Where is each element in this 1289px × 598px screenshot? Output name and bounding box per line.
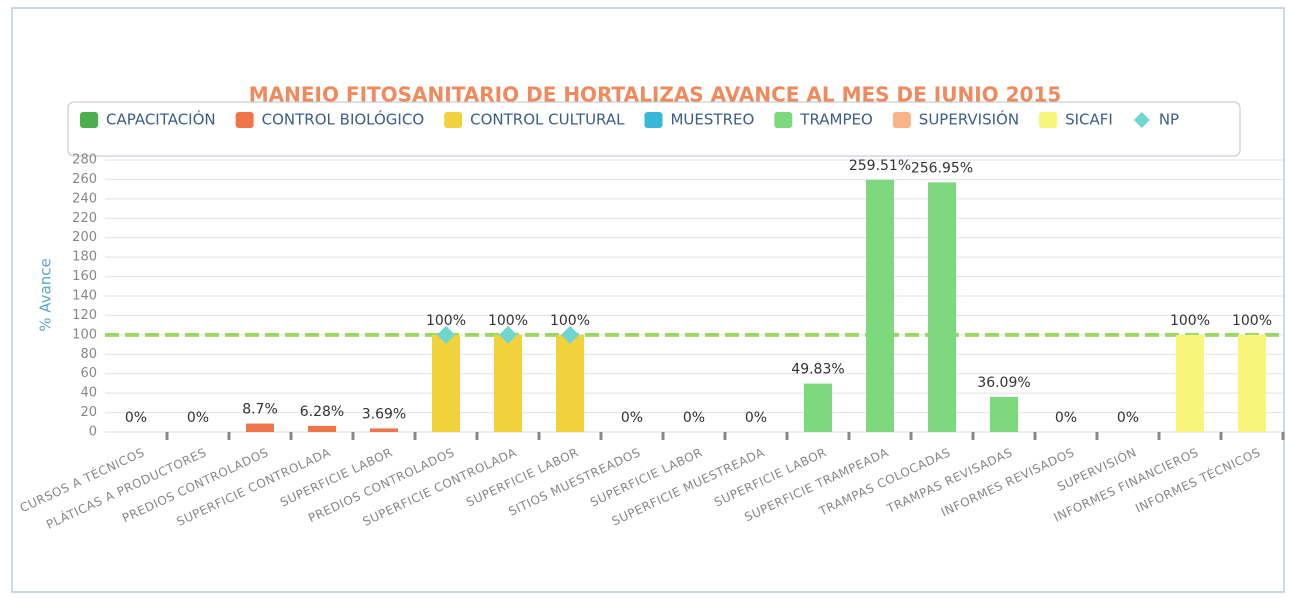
legend-box [67,101,1241,157]
legend-label: CONTROL CULTURAL [470,111,625,129]
marker [561,325,579,344]
data-label: 49.83% [791,362,844,378]
data-label: 6.28% [300,404,344,420]
legend-swatch [892,112,911,128]
bar [1238,334,1266,432]
y-tick-label: 280 [72,153,97,168]
bar [308,425,336,432]
bar [990,396,1018,432]
data-label: 256.95% [911,160,973,176]
legend-label: NP [1159,111,1179,129]
marker [499,325,517,344]
data-label: 0% [125,410,147,426]
data-label: 0% [683,410,705,426]
legend-label: MUESTREO [670,111,754,129]
y-tick-label: 260 [72,172,97,187]
legend-swatch [774,112,793,128]
bar [928,182,956,432]
marker [437,325,455,344]
data-label: 0% [187,410,209,426]
data-label: 100% [550,313,590,329]
bar [494,334,522,432]
data-label: 0% [621,410,643,426]
y-tick-label: 140 [72,289,97,304]
data-label: 100% [426,313,466,329]
y-tick-label: 20 [80,405,97,420]
y-tick-label: 0 [89,425,97,440]
legend-swatch [444,112,463,128]
data-label: 3.69% [362,406,406,422]
legend-label: TRAMPEO [799,111,873,129]
y-tick-label: 120 [72,308,97,323]
legend-swatch [235,112,254,128]
y-tick-label: 160 [72,269,97,284]
legend-swatch [644,112,663,128]
legend-label: CAPACITACIÓN [106,110,216,129]
data-label: 100% [488,313,528,329]
y-tick-label: 60 [80,366,97,381]
y-tick-label: 220 [72,211,97,226]
y-tick-label: 40 [80,386,97,401]
bar [246,423,274,432]
data-label: 100% [1232,313,1272,329]
data-label: 100% [1170,313,1210,329]
legend-swatch [80,112,98,128]
legend-swatch [1133,112,1150,128]
data-label: 0% [745,410,767,426]
bar [866,179,894,432]
y-axis-label: % Avance [37,258,55,331]
y-tick-label: 80 [80,347,97,362]
y-tick-label: 100 [72,327,97,342]
bar [370,428,398,432]
legend-label: SUPERVISIÓN [919,110,1019,129]
y-tick-label: 180 [72,250,97,265]
bar [432,334,460,432]
bar [1176,334,1204,432]
chart-border [11,7,1285,593]
data-label: 0% [1055,410,1077,426]
bar [556,334,584,432]
y-tick-label: 200 [72,230,97,245]
data-label: 36.09% [977,375,1030,391]
legend-swatch [1039,112,1058,128]
data-label: 0% [1117,410,1139,426]
data-label: 8.7% [242,402,278,418]
data-label: 259.51% [849,158,911,174]
legend-label: CONTROL BIOLÓGICO [262,110,425,129]
legend-label: SICAFI [1065,111,1113,129]
bar [804,383,832,432]
y-tick-label: 240 [72,191,97,206]
